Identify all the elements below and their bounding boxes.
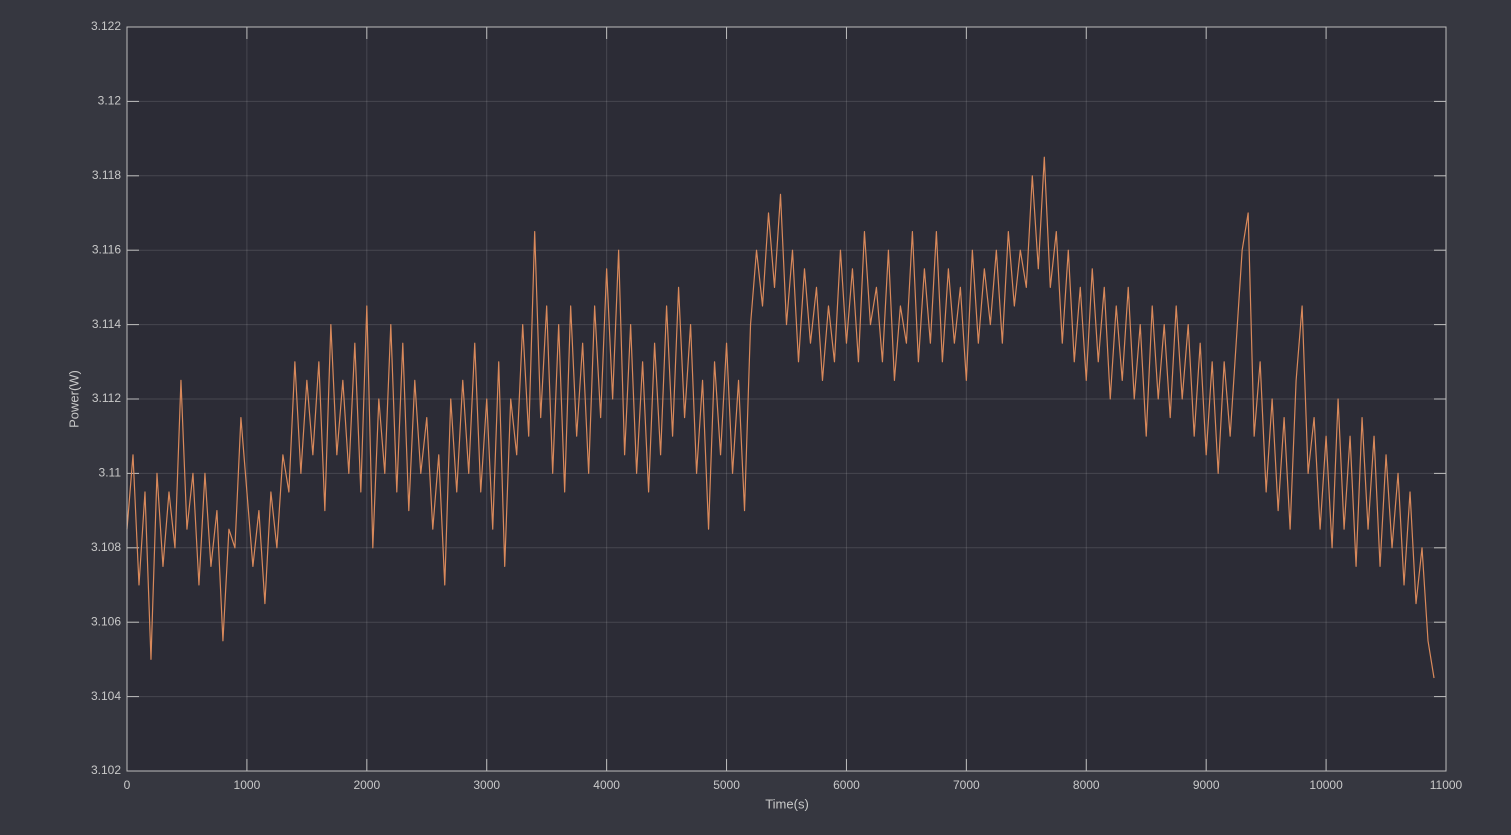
x-tick-label: 7000 (953, 778, 980, 792)
y-tick-label: 3.106 (91, 614, 121, 628)
x-tick-label: 11000 (1430, 778, 1463, 792)
y-tick-label: 3.116 (92, 242, 121, 256)
x-tick-label: 2000 (353, 778, 380, 792)
data-line (126, 156, 1435, 679)
x-tick-label: 4000 (593, 778, 620, 792)
x-tick-label: 8000 (1073, 778, 1100, 792)
x-tick-label: 6000 (833, 778, 860, 792)
y-tick-label: 3.108 (91, 540, 121, 554)
x-tick-label: 3000 (473, 778, 500, 792)
y-tick-label: 3.104 (91, 689, 121, 703)
y-tick-label: 3.11 (99, 466, 122, 480)
y-tick-label: 3.112 (92, 391, 121, 405)
y-tick-label: 3.118 (92, 168, 121, 182)
x-axis-label: Time(s) (765, 796, 809, 811)
x-tick-label: 9000 (1193, 778, 1220, 792)
x-tick-label: 0 (124, 778, 131, 792)
y-tick-label: 3.102 (91, 763, 121, 777)
y-axis-label: Power(W) (66, 370, 81, 428)
axes-box (126, 26, 1447, 772)
x-tick-label: 1000 (234, 778, 261, 792)
x-tick-label: 5000 (713, 778, 740, 792)
y-tick-label: 3.114 (92, 317, 121, 331)
x-tick-label: 10000 (1309, 778, 1343, 792)
plot-area (127, 27, 1446, 771)
y-tick-label: 3.122 (91, 19, 121, 33)
y-tick-label: 3.12 (98, 94, 122, 108)
